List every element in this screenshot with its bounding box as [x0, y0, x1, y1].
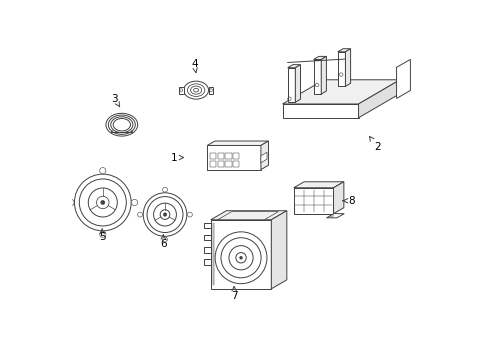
Circle shape: [239, 256, 242, 260]
Polygon shape: [203, 235, 210, 240]
Circle shape: [131, 199, 138, 206]
Circle shape: [101, 201, 104, 204]
Circle shape: [187, 212, 192, 217]
Text: 2: 2: [369, 136, 380, 152]
Polygon shape: [208, 87, 213, 94]
Circle shape: [68, 199, 74, 206]
Bar: [217, 153, 224, 159]
Polygon shape: [293, 188, 333, 214]
Circle shape: [163, 213, 166, 216]
Circle shape: [163, 237, 167, 242]
Polygon shape: [321, 57, 325, 94]
Polygon shape: [210, 220, 271, 289]
Polygon shape: [282, 104, 358, 118]
Polygon shape: [261, 152, 266, 163]
Bar: [225, 153, 231, 159]
Polygon shape: [207, 145, 261, 170]
Text: 1: 1: [170, 153, 183, 162]
Polygon shape: [203, 260, 210, 265]
Polygon shape: [333, 182, 343, 214]
Polygon shape: [207, 141, 268, 145]
Polygon shape: [345, 49, 350, 86]
Ellipse shape: [183, 81, 208, 99]
Polygon shape: [217, 212, 278, 220]
Polygon shape: [337, 49, 350, 52]
Text: 3: 3: [111, 94, 120, 107]
Bar: [232, 153, 239, 159]
Polygon shape: [271, 211, 286, 289]
Circle shape: [100, 167, 106, 174]
Polygon shape: [313, 59, 321, 94]
Text: 4: 4: [191, 59, 197, 73]
Polygon shape: [179, 87, 183, 94]
Polygon shape: [282, 80, 399, 104]
Bar: [232, 161, 239, 167]
Polygon shape: [295, 65, 300, 102]
Bar: [210, 153, 216, 159]
Text: 7: 7: [230, 287, 237, 301]
Polygon shape: [210, 211, 286, 220]
Bar: [225, 161, 231, 167]
Polygon shape: [326, 213, 344, 218]
Circle shape: [100, 231, 106, 237]
Polygon shape: [287, 68, 295, 102]
Polygon shape: [261, 141, 268, 170]
Circle shape: [163, 187, 167, 192]
Polygon shape: [337, 52, 345, 86]
Polygon shape: [396, 59, 409, 98]
Polygon shape: [293, 182, 343, 188]
Text: 8: 8: [342, 196, 354, 206]
Text: 5: 5: [99, 229, 105, 242]
Circle shape: [138, 212, 142, 217]
Text: 6: 6: [160, 235, 166, 249]
Polygon shape: [287, 65, 300, 68]
Polygon shape: [203, 247, 210, 253]
Bar: [210, 161, 216, 167]
Polygon shape: [313, 57, 325, 59]
Polygon shape: [203, 223, 210, 228]
Bar: [217, 161, 224, 167]
Polygon shape: [358, 80, 399, 118]
